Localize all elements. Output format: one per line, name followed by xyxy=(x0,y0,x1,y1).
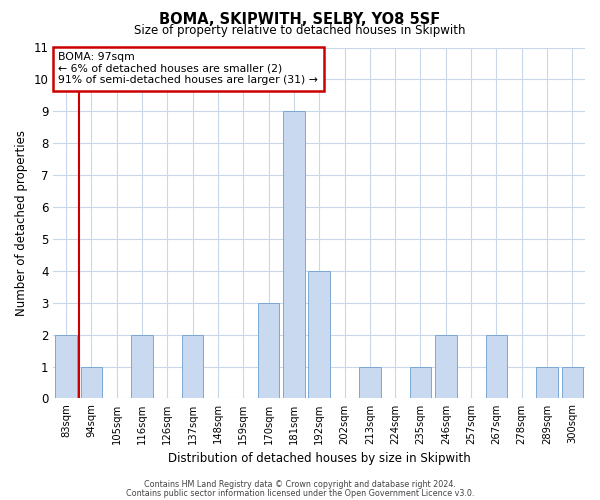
Bar xyxy=(435,334,457,398)
Text: BOMA, SKIPWITH, SELBY, YO8 5SF: BOMA, SKIPWITH, SELBY, YO8 5SF xyxy=(160,12,440,28)
Bar xyxy=(131,334,153,398)
X-axis label: Distribution of detached houses by size in Skipwith: Distribution of detached houses by size … xyxy=(168,452,470,465)
Y-axis label: Number of detached properties: Number of detached properties xyxy=(15,130,28,316)
Bar xyxy=(308,271,330,398)
Bar xyxy=(258,302,280,398)
Bar xyxy=(182,334,203,398)
Bar xyxy=(55,334,77,398)
Bar xyxy=(562,366,583,398)
Text: Contains HM Land Registry data © Crown copyright and database right 2024.: Contains HM Land Registry data © Crown c… xyxy=(144,480,456,489)
Bar xyxy=(410,366,431,398)
Bar xyxy=(536,366,558,398)
Text: Contains public sector information licensed under the Open Government Licence v3: Contains public sector information licen… xyxy=(126,488,474,498)
Text: BOMA: 97sqm
← 6% of detached houses are smaller (2)
91% of semi-detached houses : BOMA: 97sqm ← 6% of detached houses are … xyxy=(58,52,319,86)
Bar xyxy=(80,366,102,398)
Bar xyxy=(359,366,380,398)
Bar xyxy=(485,334,507,398)
Text: Size of property relative to detached houses in Skipwith: Size of property relative to detached ho… xyxy=(134,24,466,37)
Bar xyxy=(283,112,305,399)
